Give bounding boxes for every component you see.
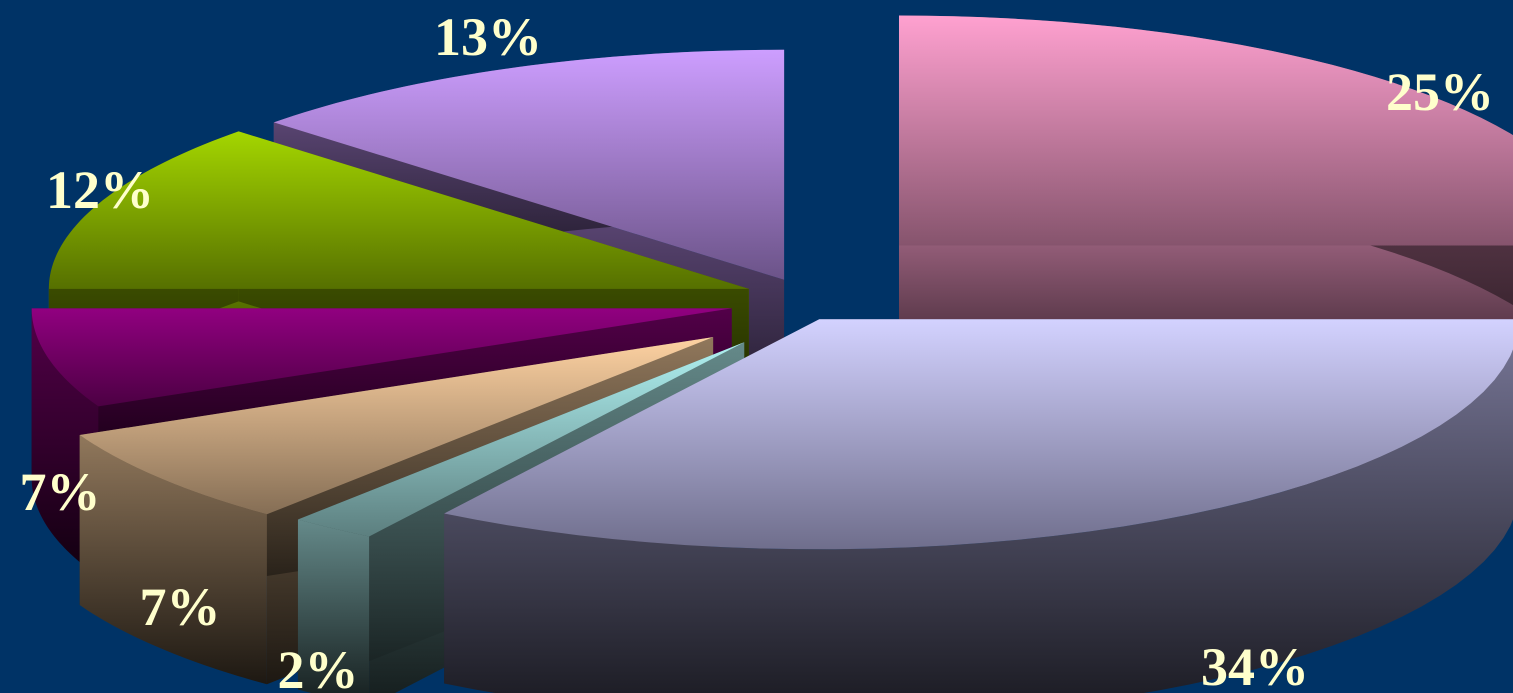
slice-lilac-label: 34%	[1201, 637, 1309, 693]
slice-purple-top	[31, 308, 732, 407]
slice-peach-label: 7%	[140, 577, 221, 637]
slice-violet-label: 13%	[434, 7, 542, 67]
slice-pink-label: 25%	[1386, 62, 1494, 122]
slice-lilac-rim	[444, 349, 1513, 693]
slice-lilac-top	[444, 319, 1513, 550]
slice-teal-label: 2%	[278, 640, 359, 693]
slice-pink-top	[898, 15, 1513, 246]
slice-green-top	[48, 131, 749, 289]
slice-teal-top	[297, 342, 745, 537]
slice-peach-top	[79, 337, 714, 515]
slice-peach-rim	[79, 435, 267, 685]
slice-green-label: 12%	[46, 160, 154, 220]
slice-purple-label: 7%	[20, 462, 101, 522]
slice-lilac	[444, 319, 1513, 693]
slice-teal-rim	[297, 519, 370, 693]
slice-violet-top	[273, 49, 785, 280]
